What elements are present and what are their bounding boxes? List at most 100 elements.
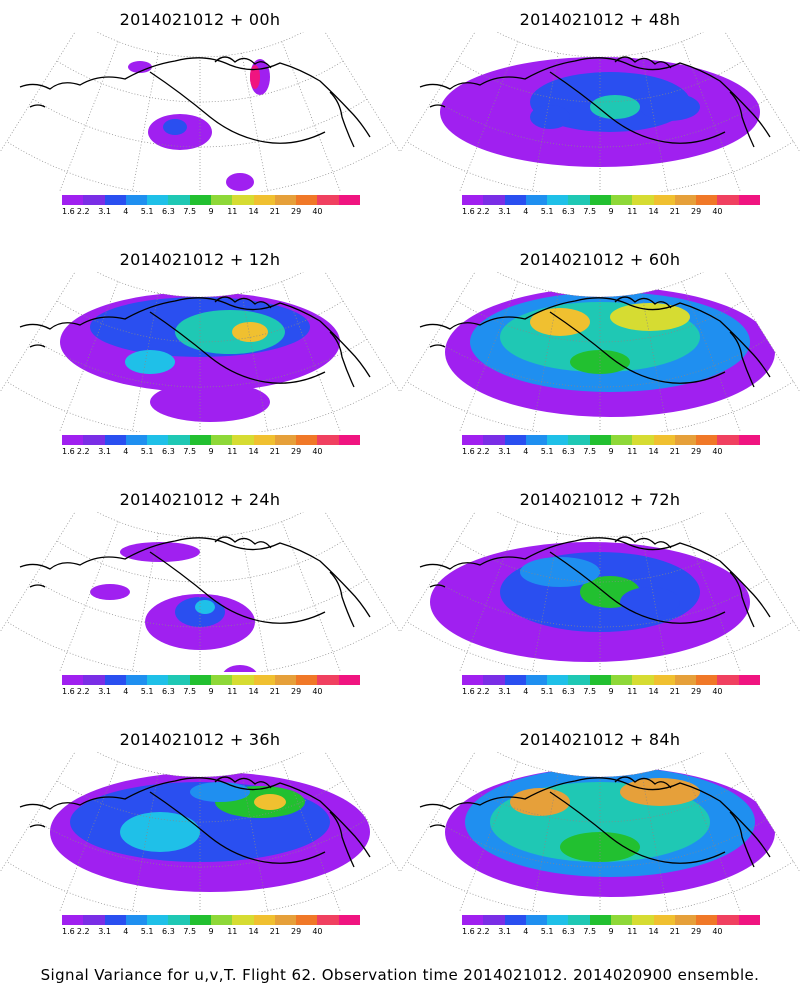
colorbar-tick-label: 14 <box>648 447 659 456</box>
colorbar-ticks: 1.6 2.2 3.1 4 5.1 6.3 7.5 9 11 14 21 29 40 <box>62 687 360 699</box>
colorbar-tick-label: 5.1 <box>540 207 554 216</box>
colorbar-tick-label: 3.1 <box>498 447 511 456</box>
colorbar-swatch <box>525 675 548 685</box>
colorbar-swatch <box>462 195 484 205</box>
colorbar-swatch <box>483 675 505 685</box>
colorbar-swatch <box>317 195 339 205</box>
colorbar-swatch <box>62 435 84 445</box>
colorbar-tick-label: 5.1 <box>140 687 154 696</box>
forecast-map <box>0 32 400 192</box>
colorbar-swatch <box>147 675 169 685</box>
forecast-map <box>400 512 800 672</box>
colorbar-tick-label: 14 <box>648 207 659 216</box>
colorbar-swatch <box>483 915 505 925</box>
colorbar-swatch <box>610 915 633 925</box>
colorbar-swatch <box>696 195 718 205</box>
colorbar-swatch <box>653 915 675 925</box>
colorbar-tick-label: 40 <box>712 447 723 456</box>
colorbar-swatch <box>653 435 675 445</box>
colorbar-swatch <box>189 435 211 445</box>
colorbar-tick-label: 5.1 <box>140 447 154 456</box>
colorbar-tick-label: 3.1 <box>98 207 111 216</box>
colorbar-tick-label: 40 <box>312 447 323 456</box>
colorbar-swatch <box>568 675 590 685</box>
colorbar-swatch <box>168 195 190 205</box>
colorbar-tick-label: 1.6 <box>62 927 75 936</box>
map-panel: 2014021012 + 24h 1.6 2.2 3.1 4 5.1 6.3 7.5 9 11 14… <box>0 482 400 727</box>
colorbar-swatch <box>125 195 148 205</box>
colorbar-swatch <box>483 195 505 205</box>
colorbar-tick-label: 4 <box>523 927 529 936</box>
panel-title: 2014021012 + 24h <box>119 490 281 509</box>
colorbar <box>462 915 760 925</box>
colorbar-tick-label: 6.3 <box>162 207 175 216</box>
colorbar-tick-label: 40 <box>712 927 723 936</box>
colorbar-tick-label: 7.5 <box>183 687 197 696</box>
colorbar-tick-label: 1.6 <box>462 447 475 456</box>
variance-field <box>445 287 775 417</box>
coastline <box>419 296 771 388</box>
colorbar-tick-label: 9 <box>608 927 614 936</box>
colorbar-tick-label: 4 <box>523 207 529 216</box>
colorbar-swatch <box>717 915 739 925</box>
colorbar-swatch <box>274 195 297 205</box>
colorbar-tick-label: 9 <box>608 207 614 216</box>
colorbar-swatch <box>632 195 654 205</box>
colorbar-tick-label: 3.1 <box>98 447 111 456</box>
colorbar-tick-label: 5.1 <box>140 927 154 936</box>
colorbar-tick-label: 14 <box>648 687 659 696</box>
colorbar-swatch <box>462 675 484 685</box>
colorbar-tick-label: 29 <box>691 927 702 936</box>
colorbar-tick-label: 7.5 <box>183 927 197 936</box>
colorbar-swatch <box>547 435 569 445</box>
colorbar-tick-label: 1.6 <box>62 687 75 696</box>
colorbar-swatch <box>168 675 190 685</box>
colorbar-ticks: 1.6 2.2 3.1 4 5.1 6.3 7.5 9 11 14 21 29 40 <box>462 687 760 699</box>
colorbar-swatch <box>274 675 297 685</box>
colorbar-tick-label: 4 <box>523 687 529 696</box>
colorbar-swatch <box>253 435 275 445</box>
colorbar-swatch <box>568 435 590 445</box>
colorbar-swatch <box>632 675 654 685</box>
colorbar-swatch <box>210 435 233 445</box>
colorbar-tick-label: 5.1 <box>540 927 554 936</box>
colorbar-swatch <box>674 195 697 205</box>
coastline <box>19 56 371 148</box>
colorbar-swatch <box>696 435 718 445</box>
colorbar-tick-label: 11 <box>227 927 238 936</box>
colorbar-tick-label: 4 <box>123 447 129 456</box>
colorbar-swatch <box>296 915 318 925</box>
colorbar-swatch <box>547 675 569 685</box>
colorbar <box>62 915 360 925</box>
map-panel: 2014021012 + 00h 1.6 2.2 3.1 4 5.1 6.3 7.5 9 11 14… <box>0 2 400 247</box>
colorbar-swatch <box>696 915 718 925</box>
colorbar-tick-label: 21 <box>669 927 680 936</box>
colorbar-tick-label: 6.3 <box>162 927 175 936</box>
variance-field <box>50 772 370 892</box>
colorbar-tick-label: 29 <box>291 207 302 216</box>
colorbar <box>62 195 360 205</box>
colorbar-tick-label: 2.2 <box>476 447 490 456</box>
colorbar-tick-label: 40 <box>312 687 323 696</box>
colorbar <box>62 675 360 685</box>
colorbar-swatch <box>296 435 318 445</box>
colorbar-tick-label: 11 <box>227 447 238 456</box>
map-panel: 2014021012 + 60h 1.6 2.2 3.1 4 5.1 6.3 7.5 9 11 14… <box>400 242 800 487</box>
colorbar-swatch <box>738 675 760 685</box>
colorbar-tick-label: 11 <box>627 927 638 936</box>
graticule <box>0 32 400 192</box>
colorbar-tick-label: 1.6 <box>462 927 475 936</box>
colorbar-swatch <box>504 675 526 685</box>
colorbar-tick-label: 21 <box>269 447 280 456</box>
colorbar-tick-label: 2.2 <box>476 207 490 216</box>
colorbar-swatch <box>232 915 254 925</box>
colorbar-ticks: 1.6 2.2 3.1 4 5.1 6.3 7.5 9 11 14 21 29 40 <box>462 447 760 459</box>
colorbar-tick-label: 40 <box>712 687 723 696</box>
colorbar <box>462 675 760 685</box>
colorbar-swatch <box>317 915 339 925</box>
colorbar-swatch <box>104 675 126 685</box>
colorbar-swatch <box>83 195 105 205</box>
forecast-map <box>400 272 800 432</box>
colorbar-swatch <box>674 675 697 685</box>
colorbar-swatch <box>338 435 360 445</box>
